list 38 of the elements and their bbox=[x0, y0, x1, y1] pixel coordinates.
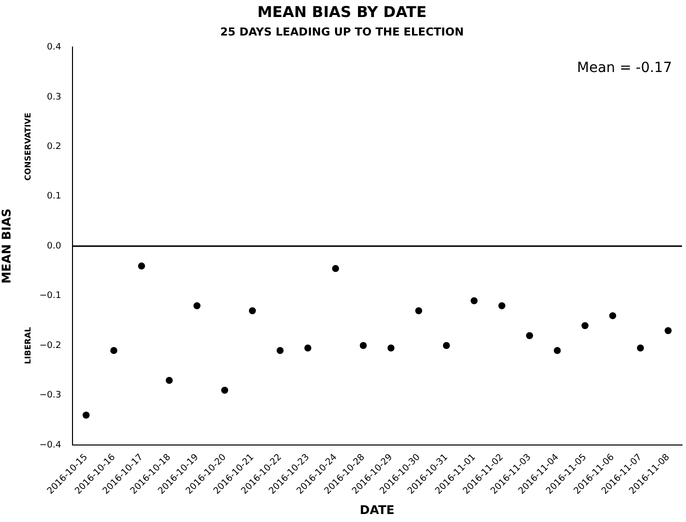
point bbox=[581, 322, 588, 330]
point bbox=[636, 344, 644, 352]
point bbox=[470, 297, 478, 304]
point bbox=[304, 344, 312, 352]
point bbox=[110, 347, 118, 354]
y-tick-label: −0.4 bbox=[39, 440, 62, 450]
y-tick-label: 0.1 bbox=[46, 192, 62, 202]
y-tick-label: 0.4 bbox=[46, 42, 62, 53]
point bbox=[498, 302, 506, 310]
point bbox=[387, 344, 394, 352]
y-tick-label: −0.1 bbox=[39, 291, 62, 302]
y-axis-title: MEAN BIAS bbox=[0, 208, 14, 284]
text: CONSERVATIVE bbox=[23, 112, 32, 181]
point bbox=[554, 347, 561, 354]
point bbox=[82, 412, 90, 419]
x-axis-title: DATE bbox=[360, 502, 394, 517]
point bbox=[138, 262, 146, 270]
point bbox=[332, 264, 340, 272]
y-tick-label: 0.2 bbox=[46, 142, 62, 152]
chart-subtitle: 25 DAYS LEADING UP TO THE ELECTION bbox=[220, 25, 464, 38]
point bbox=[193, 302, 200, 310]
point bbox=[415, 307, 422, 314]
y-tick-label: 0.0 bbox=[46, 241, 62, 252]
point bbox=[248, 307, 256, 314]
y-tick-label: −0.3 bbox=[39, 390, 62, 401]
point bbox=[360, 342, 367, 350]
point bbox=[221, 386, 228, 394]
annotation: Mean = -0.17 bbox=[577, 60, 672, 76]
point bbox=[609, 312, 616, 320]
point bbox=[526, 332, 534, 340]
point bbox=[442, 342, 450, 350]
point bbox=[166, 376, 173, 384]
y-tick-label: 0.3 bbox=[46, 92, 62, 102]
point bbox=[276, 347, 284, 354]
y-tick-label: −0.2 bbox=[39, 340, 62, 351]
text: LIBERAL bbox=[23, 326, 32, 364]
point bbox=[664, 327, 672, 334]
chart-title: MEAN BIAS BY DATE bbox=[257, 2, 427, 21]
